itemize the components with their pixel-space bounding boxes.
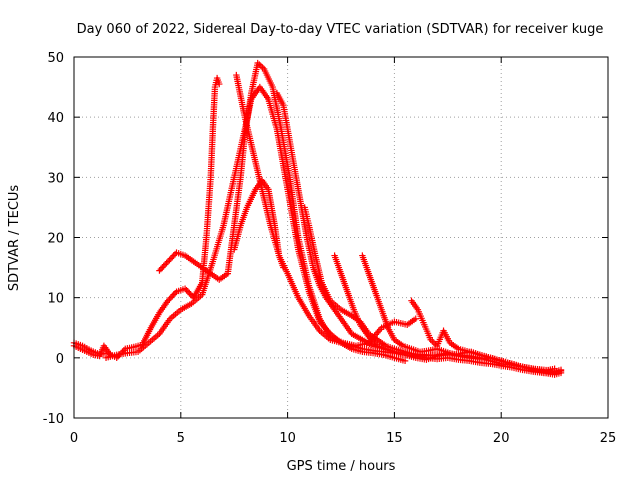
data-point	[371, 339, 378, 346]
data-point	[164, 258, 172, 265]
data-point	[166, 295, 173, 303]
data-point	[156, 267, 163, 274]
data-point	[187, 291, 194, 298]
x-tick-label: 20	[493, 431, 510, 446]
data-point	[181, 285, 189, 292]
grid-layer	[74, 57, 608, 418]
data-point	[159, 264, 166, 271]
x-tick-label: 10	[279, 431, 296, 446]
y-tick-label: -10	[43, 412, 64, 427]
data-point	[160, 262, 167, 270]
x-tick-label: 0	[70, 431, 78, 446]
data-series-arc-e	[231, 177, 287, 271]
data-layer	[70, 59, 565, 378]
y-tick-label: 40	[47, 111, 64, 126]
x-tick-label: 15	[386, 431, 403, 446]
tick-layer: 0 5 10 15 20 25 -10 0 10 20 30 40 50	[43, 51, 617, 446]
data-point	[372, 341, 380, 348]
data-point	[163, 259, 170, 267]
chart-title: Day 060 of 2022, Sidereal Day-to-day VTE…	[77, 22, 604, 37]
data-series-arc-a	[70, 74, 223, 362]
data-point	[170, 291, 177, 298]
data-series-arc-b	[156, 59, 419, 349]
y-tick-label: 50	[47, 51, 64, 66]
data-point	[557, 367, 565, 375]
data-point	[169, 253, 176, 261]
y-tick-label: 0	[56, 352, 64, 367]
data-point	[216, 80, 223, 88]
data-point	[412, 315, 419, 322]
y-axis-label: SDTVAR / TECUs	[7, 185, 22, 292]
x-tick-label: 5	[177, 431, 185, 446]
data-point	[166, 256, 173, 264]
data-point	[184, 288, 192, 295]
data-point	[157, 265, 165, 273]
y-tick-label: 30	[47, 171, 64, 186]
data-point	[366, 335, 374, 342]
data-point	[170, 252, 177, 259]
data-point	[167, 294, 175, 301]
data-point	[167, 255, 175, 262]
data-point	[183, 286, 190, 294]
data-point	[169, 292, 176, 300]
data-series-arc-k	[70, 342, 114, 360]
data-point	[171, 289, 179, 297]
data-point	[120, 347, 128, 354]
y-tick-label: 10	[47, 292, 64, 307]
data-point	[401, 357, 409, 365]
data-point	[107, 351, 114, 359]
data-point	[365, 333, 372, 340]
data-point	[369, 338, 377, 345]
x-axis-label: GPS time / hours	[287, 459, 396, 474]
y-tick-label: 20	[47, 232, 64, 247]
data-point	[280, 264, 287, 271]
data-series-arc-j	[408, 297, 565, 377]
data-point	[171, 250, 179, 258]
data-point	[164, 297, 172, 304]
data-point	[368, 336, 375, 343]
data-point	[186, 289, 193, 297]
x-tick-label: 25	[600, 431, 617, 446]
data-point	[161, 261, 169, 268]
